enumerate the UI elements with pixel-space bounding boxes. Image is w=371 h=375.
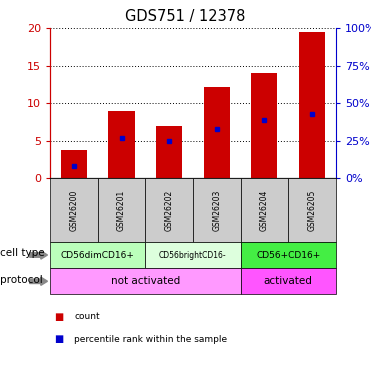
Bar	[156, 126, 182, 178]
Bar	[204, 87, 230, 178]
Bar	[299, 32, 325, 178]
Text: GSM26205: GSM26205	[308, 189, 316, 231]
Text: CD56dimCD16+: CD56dimCD16+	[61, 251, 135, 260]
Text: count: count	[74, 312, 100, 321]
Text: GSM26204: GSM26204	[260, 189, 269, 231]
Text: ■: ■	[54, 334, 63, 344]
Bar	[61, 150, 87, 178]
Text: CD56brightCD16-: CD56brightCD16-	[159, 251, 227, 260]
Text: ■: ■	[54, 312, 63, 322]
Text: cell type: cell type	[0, 249, 45, 258]
Text: percentile rank within the sample: percentile rank within the sample	[74, 335, 227, 344]
Text: CD56+CD16+: CD56+CD16+	[256, 251, 320, 260]
Text: GSM26201: GSM26201	[117, 189, 126, 231]
Text: GSM26202: GSM26202	[165, 189, 174, 231]
Text: GSM26200: GSM26200	[69, 189, 78, 231]
Text: GSM26203: GSM26203	[212, 189, 221, 231]
Text: not activated: not activated	[111, 276, 180, 286]
Text: protocol: protocol	[0, 275, 43, 285]
Bar	[108, 111, 135, 178]
Bar	[251, 73, 278, 178]
Text: activated: activated	[264, 276, 313, 286]
Text: GDS751 / 12378: GDS751 / 12378	[125, 9, 246, 24]
